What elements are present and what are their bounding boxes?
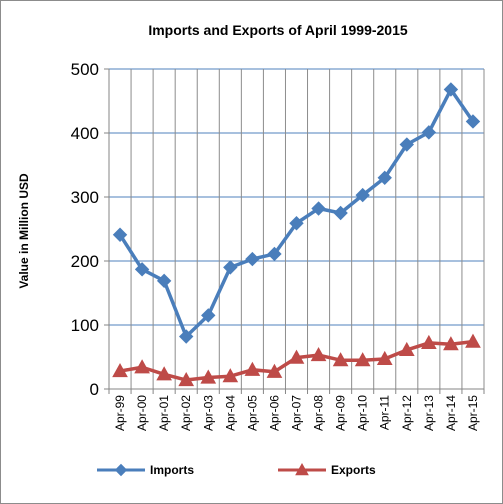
exports-data-point xyxy=(310,347,327,362)
y-tick-label: 0 xyxy=(90,380,99,399)
x-tick-label: Apr-11 xyxy=(378,395,392,430)
exports-data-point xyxy=(200,369,217,384)
exports-data-point xyxy=(443,336,459,351)
exports-data-point xyxy=(354,352,371,367)
imports-data-point xyxy=(355,187,370,203)
x-tick-labels: Apr-99 Apr-00 Apr-01 Apr-02 Apr-03 Apr-04 Apr-… xyxy=(113,395,480,431)
imports-data-point xyxy=(443,82,459,97)
legend-imports-label: Imports xyxy=(150,463,194,477)
imports-data-point xyxy=(223,260,238,275)
x-tick-label: Apr-03 xyxy=(201,395,215,431)
x-tick-label: Apr-05 xyxy=(245,395,259,431)
imports-data-point xyxy=(421,125,437,140)
imports-data-point xyxy=(377,170,392,186)
imports-series-line xyxy=(118,87,475,339)
imports-data-point xyxy=(465,114,481,129)
x-tick-label: Apr-08 xyxy=(312,395,326,431)
x-tick-label: Apr-09 xyxy=(334,395,348,431)
x-tick-label: Apr-13 xyxy=(422,395,436,431)
exports-data-point xyxy=(398,341,415,357)
x-tick-label: Apr-12 xyxy=(400,395,414,431)
x-tick-label: Apr-06 xyxy=(267,395,281,431)
imports-data-point xyxy=(112,227,128,242)
y-axis-label: Value in Million USD xyxy=(17,173,31,289)
imports-data-point xyxy=(134,262,150,277)
imports-data-point xyxy=(311,201,326,216)
exports-data-point xyxy=(112,363,128,378)
exports-data-point xyxy=(421,334,437,350)
imports-data-point xyxy=(333,205,348,221)
exports-data-point xyxy=(178,372,195,387)
imports-data-point xyxy=(201,308,216,323)
x-tick-label: Apr-15 xyxy=(466,395,480,431)
legend-imports-marker xyxy=(114,463,128,477)
y-tick-label: 500 xyxy=(71,60,99,79)
x-tick-label: Apr-01 xyxy=(157,395,171,431)
imports-data-point xyxy=(289,216,304,231)
legend-exports-label: Exports xyxy=(331,463,376,477)
exports-data-point xyxy=(288,349,305,364)
chart-title: Imports and Exports of April 1999-2015 xyxy=(148,22,408,38)
exports-data-point xyxy=(156,366,172,381)
exports-data-point xyxy=(266,363,283,378)
y-tick-label: 400 xyxy=(71,124,99,143)
x-tick-label: Apr-02 xyxy=(179,395,193,431)
exports-data-point xyxy=(134,359,150,374)
x-tick-label: Apr-04 xyxy=(223,395,237,431)
y-tick-label: 300 xyxy=(71,188,99,207)
exports-data-point xyxy=(332,352,349,367)
x-tick-label: Apr-10 xyxy=(356,395,370,431)
axes xyxy=(104,68,485,394)
gridlines xyxy=(108,68,485,389)
exports-data-point xyxy=(222,368,239,383)
series-group xyxy=(112,82,481,387)
imports-data-point xyxy=(178,329,194,344)
x-tick-label: Apr-07 xyxy=(290,395,304,431)
exports-data-point xyxy=(376,350,393,366)
imports-data-point xyxy=(245,251,260,267)
legend-exports-marker xyxy=(295,462,309,476)
exports-data-point xyxy=(465,333,481,348)
x-tick-label: Apr-14 xyxy=(444,395,458,431)
imports-data-point xyxy=(156,273,172,289)
imports-data-point xyxy=(399,137,415,152)
y-tick-labels: 0 100 200 300 400 500 xyxy=(71,60,99,399)
imports-data-point xyxy=(267,246,282,262)
exports-data-point xyxy=(244,361,261,376)
x-tick-label: Apr-99 xyxy=(113,395,127,431)
y-tick-label: 100 xyxy=(71,316,99,335)
y-tick-label: 200 xyxy=(71,252,99,271)
x-tick-label: Apr-00 xyxy=(135,395,149,431)
legend: Imports Exports xyxy=(97,462,376,477)
